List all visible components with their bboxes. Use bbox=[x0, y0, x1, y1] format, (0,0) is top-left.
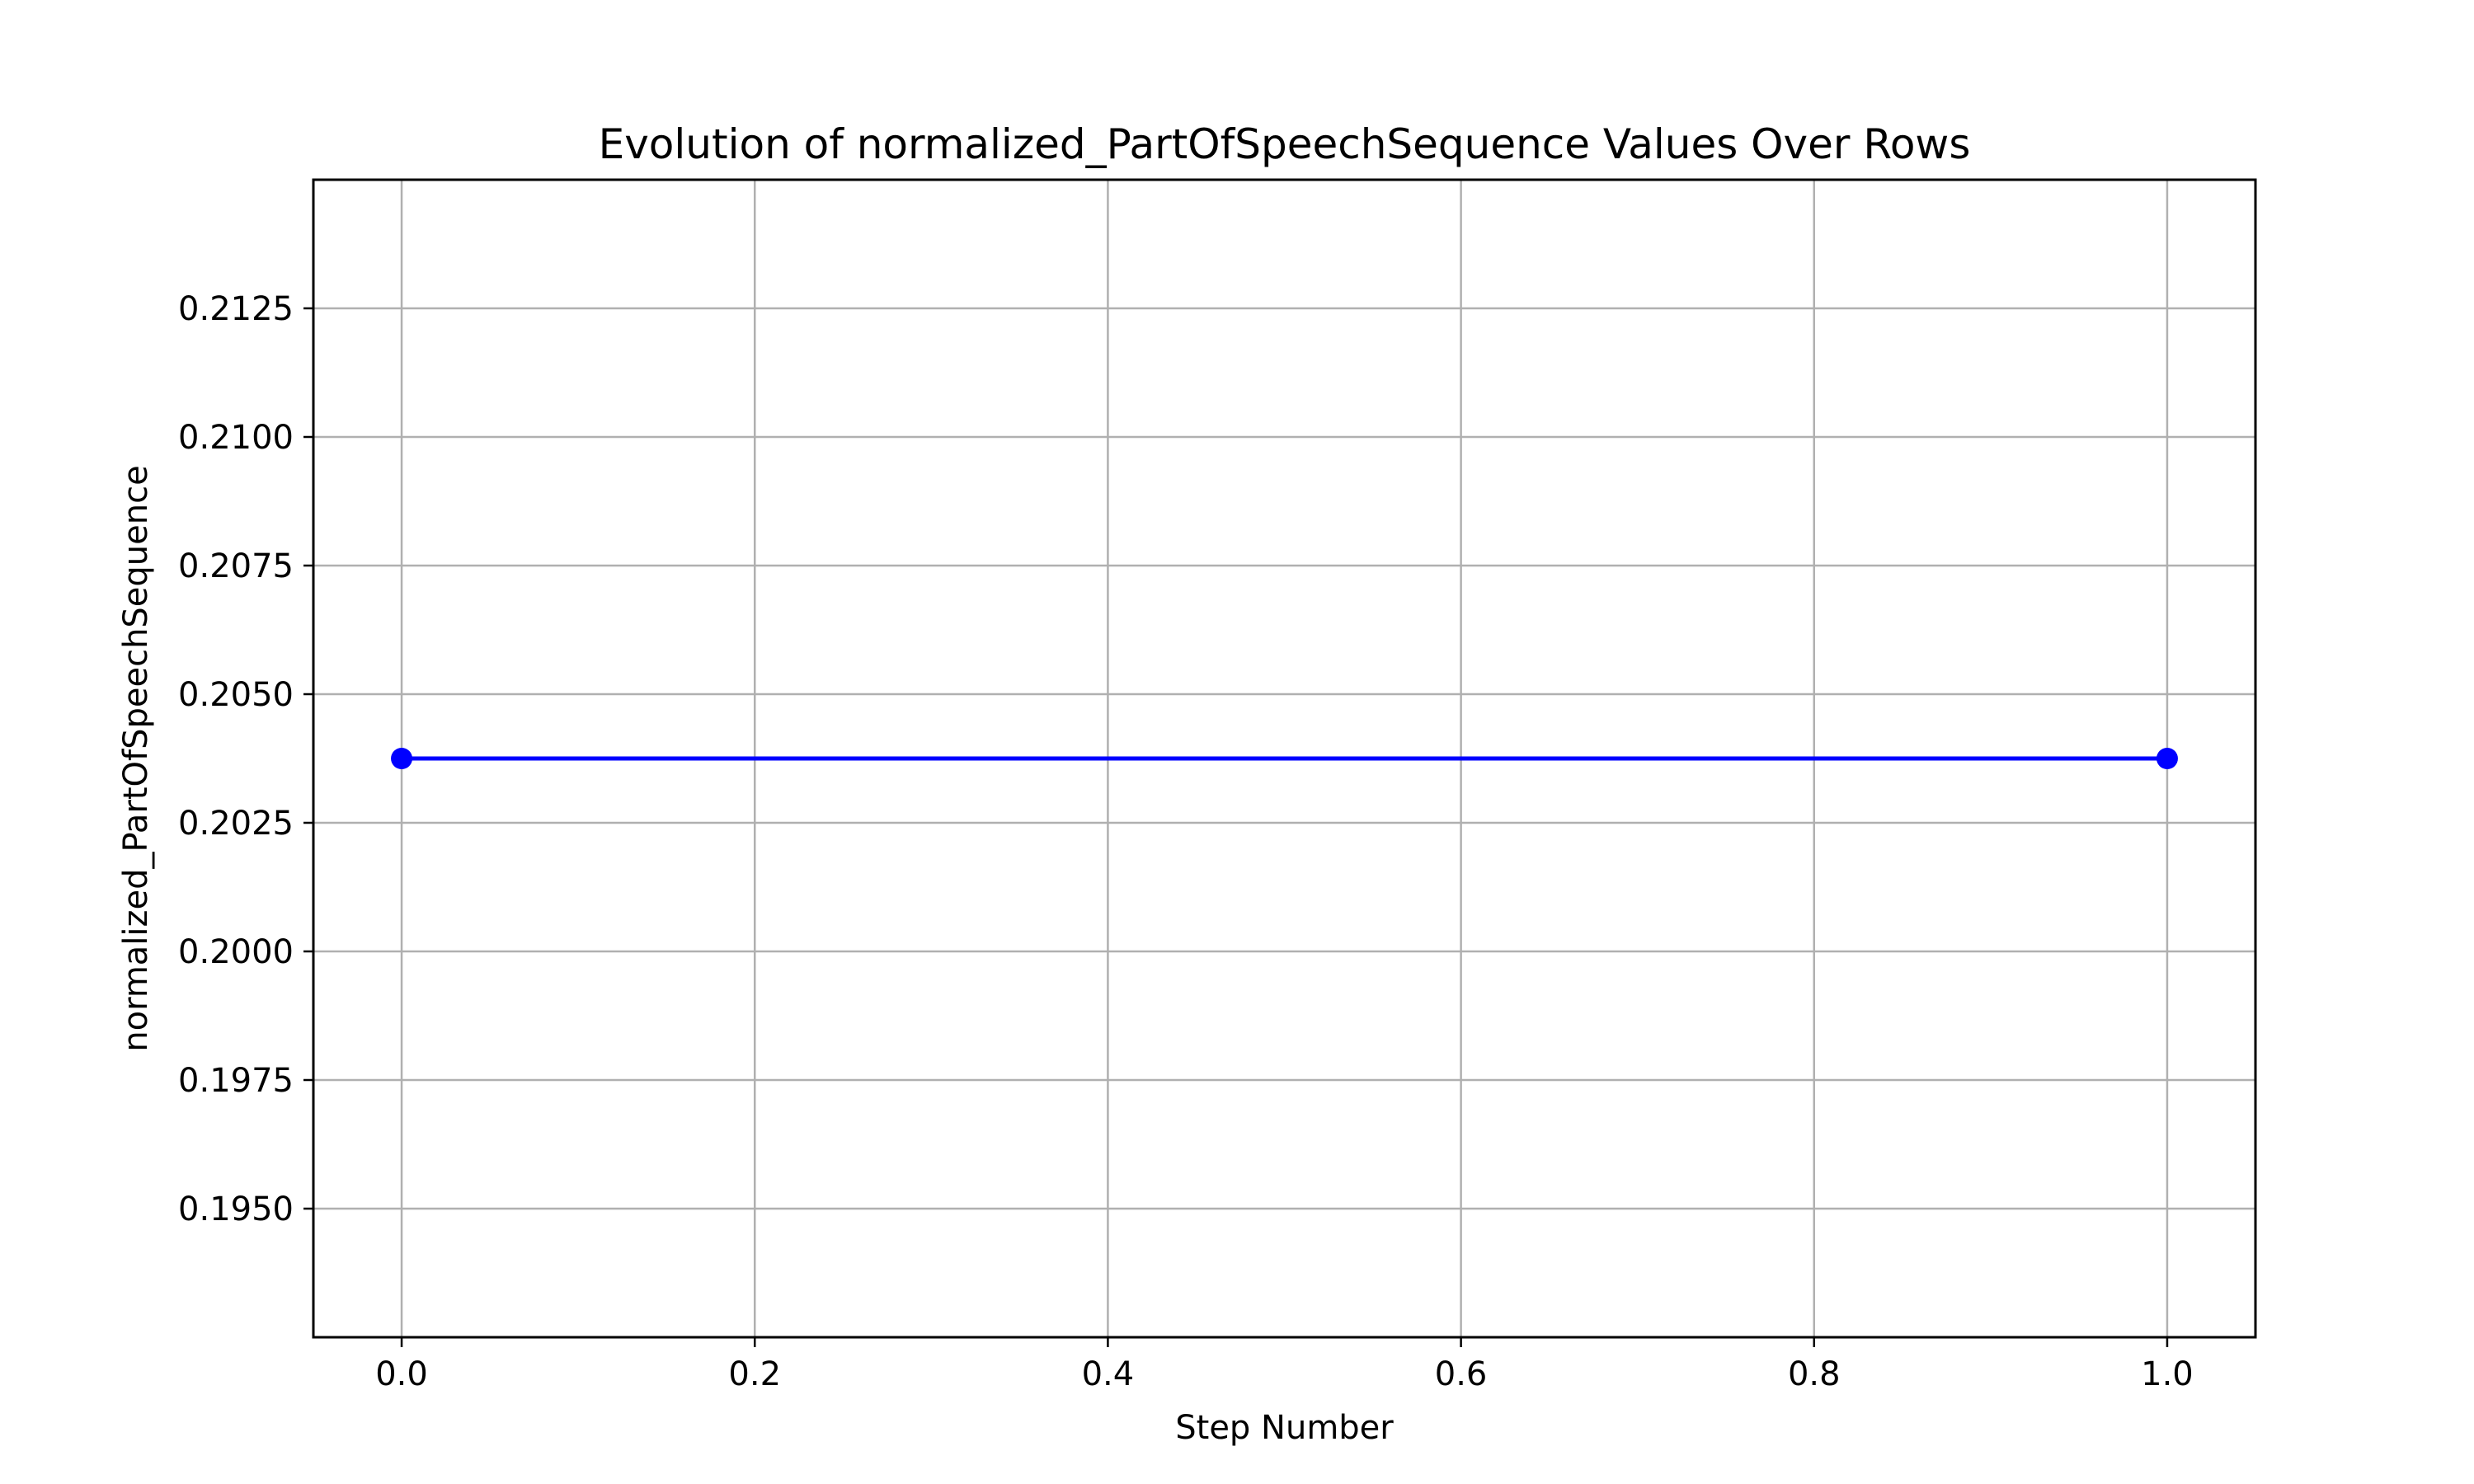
data-point bbox=[2156, 748, 2178, 769]
y-tick-label: 0.2050 bbox=[178, 676, 294, 714]
y-tick-label: 0.2075 bbox=[178, 547, 294, 585]
y-axis-label: normalized_PartOfSpeechSequence bbox=[117, 465, 155, 1051]
y-tick-label: 0.1975 bbox=[178, 1062, 294, 1100]
y-tick-label: 0.2125 bbox=[178, 290, 294, 328]
y-tick-label: 0.2000 bbox=[178, 933, 294, 971]
x-tick-label: 0.4 bbox=[1082, 1355, 1135, 1393]
x-axis-label: Step Number bbox=[1175, 1409, 1394, 1447]
data-point bbox=[391, 748, 413, 769]
ticks: 0.0 0.2 0.4 0.6 0.8 1.0 0.1950 0.1975 0.2000 0.20… bbox=[178, 290, 2194, 1393]
y-tick-label: 0.2100 bbox=[178, 419, 294, 457]
x-tick-label: 1.0 bbox=[2141, 1355, 2194, 1393]
series-layer bbox=[391, 748, 2178, 769]
chart-title: Evolution of normalized_PartOfSpeechSequ… bbox=[599, 120, 1971, 168]
x-tick-label: 0.0 bbox=[375, 1355, 428, 1393]
y-tick-label: 0.2025 bbox=[178, 805, 294, 843]
plot-frame bbox=[312, 178, 2257, 1339]
x-tick-label: 0.8 bbox=[1788, 1355, 1841, 1393]
x-tick-label: 0.2 bbox=[728, 1355, 781, 1393]
y-tick-label: 0.1950 bbox=[178, 1190, 294, 1228]
x-tick-label: 0.6 bbox=[1435, 1355, 1488, 1393]
